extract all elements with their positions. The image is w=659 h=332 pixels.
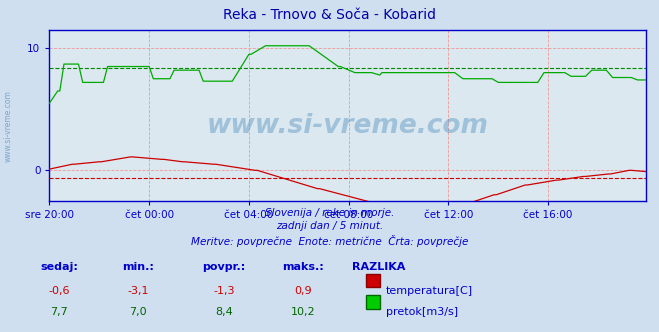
Text: temperatura[C]: temperatura[C] xyxy=(386,286,473,295)
Text: min.:: min.: xyxy=(123,262,154,272)
Text: 7,7: 7,7 xyxy=(51,307,68,317)
Text: maks.:: maks.: xyxy=(282,262,324,272)
Text: 8,4: 8,4 xyxy=(215,307,233,317)
Text: zadnji dan / 5 minut.: zadnji dan / 5 minut. xyxy=(276,221,383,231)
Text: Reka - Trnovo & Soča - Kobarid: Reka - Trnovo & Soča - Kobarid xyxy=(223,8,436,22)
Text: www.si-vreme.com: www.si-vreme.com xyxy=(4,90,13,162)
Text: povpr.:: povpr.: xyxy=(202,262,246,272)
Text: RAZLIKA: RAZLIKA xyxy=(353,262,405,272)
Text: Meritve: povprečne  Enote: metrične  Črta: povprečje: Meritve: povprečne Enote: metrične Črta:… xyxy=(191,235,468,247)
Text: Slovenija / reke in morje.: Slovenija / reke in morje. xyxy=(265,208,394,217)
Text: 10,2: 10,2 xyxy=(291,307,316,317)
Text: 0,9: 0,9 xyxy=(295,286,312,295)
Text: pretok[m3/s]: pretok[m3/s] xyxy=(386,307,457,317)
Text: -1,3: -1,3 xyxy=(214,286,235,295)
Text: www.si-vreme.com: www.si-vreme.com xyxy=(207,113,488,139)
Text: -3,1: -3,1 xyxy=(128,286,149,295)
Text: sedaj:: sedaj: xyxy=(40,262,78,272)
Text: -0,6: -0,6 xyxy=(49,286,70,295)
Text: 7,0: 7,0 xyxy=(130,307,147,317)
